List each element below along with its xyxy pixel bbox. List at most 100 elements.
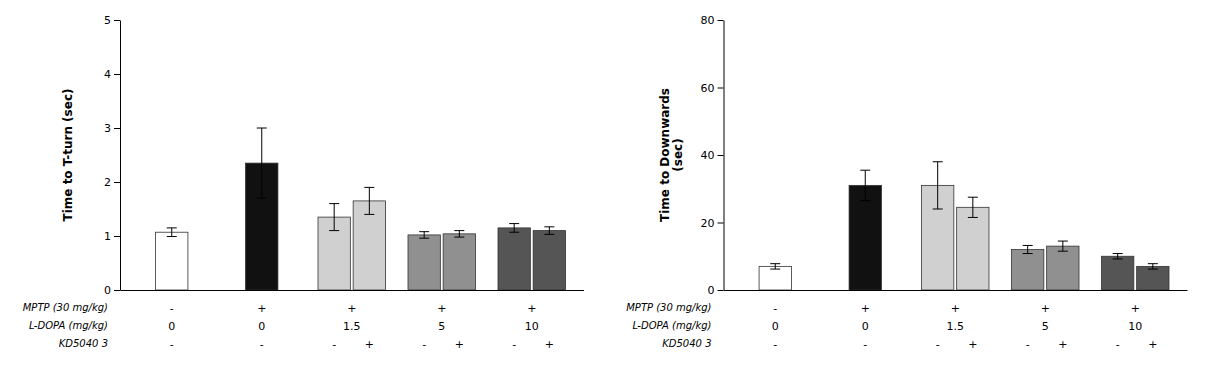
y-tick-label: 20 [701, 217, 715, 230]
row-entry: - [332, 338, 336, 351]
bar [759, 266, 791, 290]
error-bar [329, 204, 339, 231]
bar [1102, 256, 1134, 290]
y-tick: 60 [701, 82, 724, 95]
y-tick-mark [114, 236, 120, 237]
row-entry: 1.5 [343, 320, 361, 333]
plot-area [759, 162, 1169, 290]
row-entry: + [257, 302, 266, 315]
y-tick: 1 [104, 230, 120, 243]
y-tick-label: 1 [104, 230, 111, 243]
row-entry: 5 [1042, 320, 1049, 333]
y-tick-mark [114, 128, 120, 129]
row-entry: + [1131, 302, 1140, 315]
row-entry: - [512, 338, 516, 351]
y-tick: 5 [104, 14, 120, 27]
annotations: MPTP (30 mg/kg)-++++L-DOPA (mg/kg)001.55… [23, 302, 554, 351]
y-tick: 3 [104, 122, 120, 135]
y-tick-mark [718, 155, 724, 156]
x-axis-line [724, 290, 1188, 291]
row-entry: + [1058, 338, 1067, 351]
row-entry: - [936, 338, 940, 351]
y-tick: 80 [701, 14, 724, 27]
error-bar [544, 227, 554, 235]
y-axis-line [120, 21, 121, 291]
row-entry: - [170, 338, 174, 351]
y-tick-mark [114, 74, 120, 75]
bar [443, 234, 475, 290]
row-entry: + [545, 338, 554, 351]
y-tick-label: 0 [708, 284, 715, 297]
row-entry: - [170, 302, 174, 315]
row-entry: 10 [1128, 320, 1142, 333]
row-entry: + [1041, 302, 1050, 315]
row-entry: 0 [168, 320, 175, 333]
error-bar [509, 224, 519, 233]
y-axis: 0 1 2 3 4 5 [104, 14, 121, 297]
y-axis-title: Time to Downwards(sec) [657, 88, 685, 222]
y-tick-label: 0 [104, 284, 111, 297]
y-tick-mark [114, 182, 120, 183]
row-entry: - [863, 338, 867, 351]
error-bar [968, 197, 978, 217]
annotations: MPTP (30 mg/kg)-++++L-DOPA (mg/kg)001.55… [626, 302, 1157, 351]
row-entry: - [422, 338, 426, 351]
y-tick-label: 80 [701, 14, 715, 27]
error-bar [1023, 245, 1033, 253]
row-entry: 10 [525, 320, 539, 333]
error-bar [419, 232, 429, 238]
y-tick: 20 [701, 217, 724, 230]
y-tick-label: 4 [104, 68, 111, 81]
row-entry: + [527, 302, 536, 315]
y-tick-label: 40 [701, 149, 715, 162]
row-label: MPTP (30 mg/kg) [626, 302, 711, 313]
y-tick-label: 2 [104, 176, 111, 189]
row-entry: - [1026, 338, 1030, 351]
y-tick-mark [114, 290, 120, 291]
row-label: MPTP (30 mg/kg) [23, 302, 108, 313]
row-entry: + [1148, 338, 1157, 351]
bar [156, 232, 188, 290]
plot-area [156, 128, 566, 290]
row-entry: - [1116, 338, 1120, 351]
bar [1047, 246, 1079, 290]
bar [498, 228, 530, 290]
row-label: KD5040 3 [662, 338, 711, 349]
row-entry: + [365, 338, 374, 351]
row-entry: + [437, 302, 446, 315]
row-entry: 5 [438, 320, 445, 333]
y-axis-title-line: Time to Downwards [657, 88, 671, 222]
error-bar [1113, 254, 1123, 259]
row-entry: - [260, 338, 264, 351]
row-entry: 0 [772, 320, 779, 333]
row-entry: + [455, 338, 464, 351]
error-bar [770, 264, 780, 269]
y-tick-mark [718, 20, 724, 21]
row-entry: + [861, 302, 870, 315]
row-entry: + [951, 302, 960, 315]
error-bar [257, 128, 267, 198]
row-entry: - [773, 302, 777, 315]
error-bar [167, 228, 177, 237]
y-tick: 0 [708, 284, 724, 297]
y-axis-line [724, 21, 725, 291]
row-entry: + [347, 302, 356, 315]
bar [1012, 250, 1044, 291]
panel: 0 20 40 60 80 Time to Downwards(sec) MPTP (30 … [626, 14, 1187, 351]
row-label: L-DOPA (mg/kg) [633, 320, 712, 331]
y-tick-label: 60 [701, 82, 715, 95]
y-axis-title: Time to T-turn (sec) [61, 89, 75, 222]
y-tick: 4 [104, 68, 120, 81]
error-bar [1058, 241, 1068, 251]
row-entry: 1.5 [947, 320, 965, 333]
y-tick: 2 [104, 176, 120, 189]
y-tick-mark [114, 20, 120, 21]
row-label: KD5040 3 [59, 338, 108, 349]
x-axis-line [121, 290, 585, 291]
figure: 0 1 2 3 4 5 Time to T-turn (sec) MPTP (30 mg/kg… [0, 0, 1207, 370]
y-tick-mark [718, 290, 724, 291]
error-bar [860, 170, 870, 200]
y-tick-label: 5 [104, 14, 111, 27]
y-tick: 40 [701, 149, 724, 162]
bar [408, 235, 440, 290]
